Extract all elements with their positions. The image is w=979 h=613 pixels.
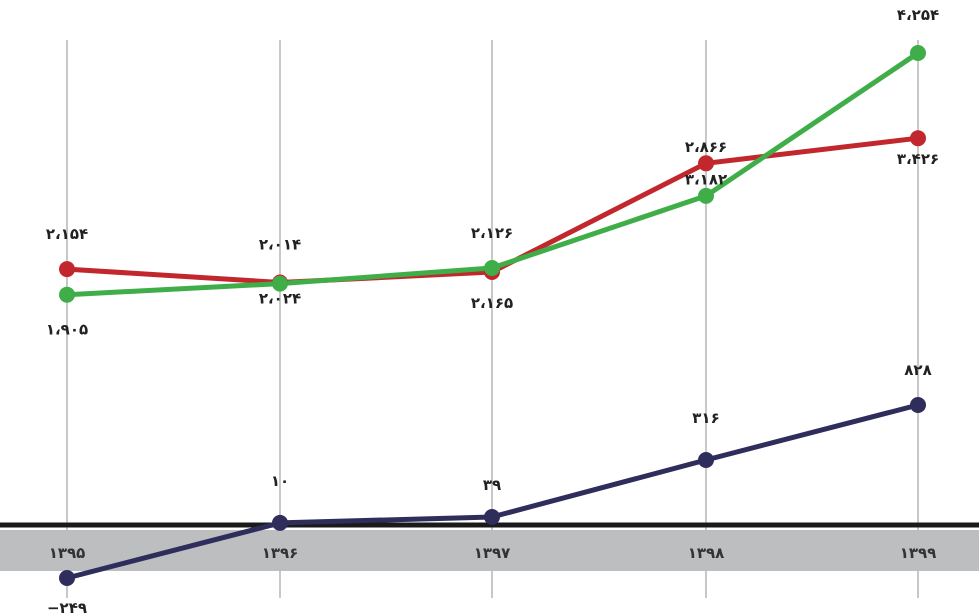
data-label: ۲،۸۶۶ <box>685 138 727 156</box>
data-point <box>59 286 75 303</box>
series-layer <box>59 45 926 586</box>
x-tick-label: ۱۳۹۵ <box>49 544 86 562</box>
x-tick-label: ۱۳۹۶ <box>262 544 299 562</box>
data-label: ۳،۱۸۲ <box>685 170 727 188</box>
data-point <box>59 261 75 278</box>
data-label: ۳،۴۲۶ <box>897 150 939 168</box>
data-label: −۲۴۹ <box>47 599 87 613</box>
data-point <box>484 260 500 276</box>
data-point <box>272 514 288 531</box>
data-point <box>910 45 926 61</box>
x-tick-label: ۱۳۹۸ <box>688 544 725 562</box>
data-point <box>272 275 288 292</box>
data-point <box>698 187 714 204</box>
data-point <box>910 130 926 147</box>
data-label: ۳۱۶ <box>692 409 719 427</box>
x-tick-label: ۱۳۹۹ <box>900 544 937 562</box>
data-label: ۲،۱۶۵ <box>471 294 513 312</box>
data-label: ۳۹ <box>483 476 501 494</box>
data-point <box>59 570 75 586</box>
data-label: ۱۰ <box>271 472 289 490</box>
data-point <box>484 509 500 525</box>
data-label: ۸۲۸ <box>904 361 931 379</box>
data-label: ۲،۰۲۴ <box>259 290 301 308</box>
data-label: ۲،۱۵۴ <box>46 225 88 243</box>
data-point <box>910 397 926 413</box>
data-point <box>698 155 714 172</box>
data-point <box>698 452 714 468</box>
data-label: ۲،۰۱۴ <box>259 236 301 254</box>
data-label: ۱،۹۰۵ <box>46 321 88 339</box>
data-label: ۲،۱۲۶ <box>471 224 513 242</box>
x-tick-label: ۱۳۹۷ <box>474 544 511 562</box>
data-labels-layer: ۲،۱۵۴ ۲،۰۲۴ ۲،۱۲۶ ۳،۱۸۲ ۳،۴۲۶ ۱،۹۰۵ ۲،۰۱۴ ۲،۱۶۵… <box>46 6 939 613</box>
x-axis-ticks: ۱۳۹۵ ۱۳۹۶ ۱۳۹۷ ۱۳۹۸ ۱۳۹۹ <box>49 544 937 562</box>
data-label: ۴،۲۵۴ <box>897 6 939 24</box>
x-axis-band <box>0 530 979 571</box>
